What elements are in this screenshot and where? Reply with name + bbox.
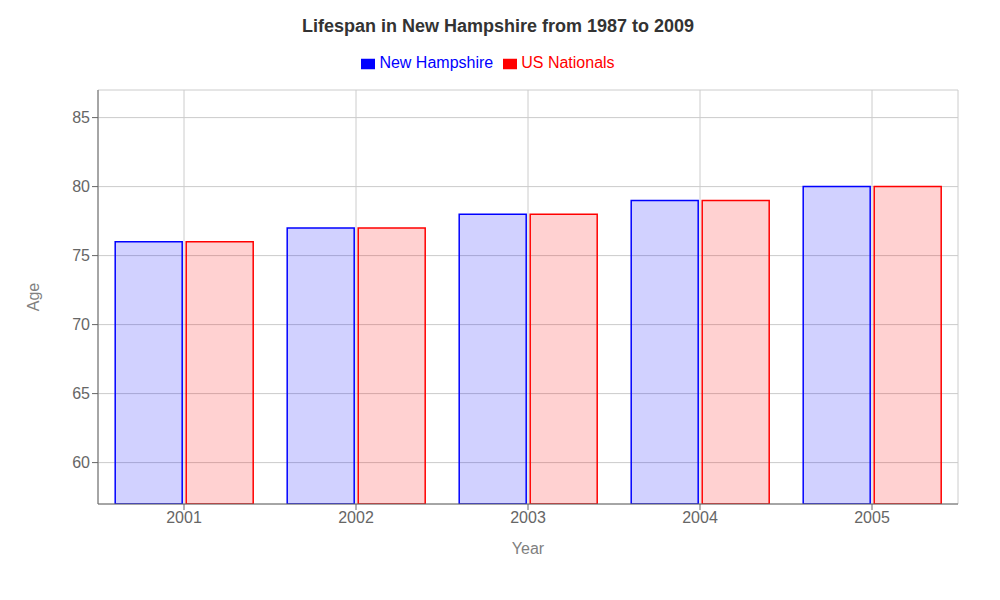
svg-text:2004: 2004 bbox=[682, 509, 718, 526]
html-text:New Hampshire: New Hampshire bbox=[379, 54, 494, 71]
svg-text:60: 60 bbox=[72, 454, 90, 471]
svg-text:85: 85 bbox=[72, 109, 90, 126]
svg-text:2005: 2005 bbox=[854, 509, 890, 526]
html-text:US Nationals: US Nationals bbox=[521, 54, 615, 71]
svg-text:Year: Year bbox=[512, 540, 545, 557]
svg-text:2002: 2002 bbox=[338, 509, 374, 526]
svg-text:Age: Age bbox=[25, 283, 42, 312]
svg-text:65: 65 bbox=[72, 385, 90, 402]
svg-text:80: 80 bbox=[72, 178, 90, 195]
svg-text:70: 70 bbox=[72, 316, 90, 333]
svg-text:2003: 2003 bbox=[510, 509, 546, 526]
svg-text:2001: 2001 bbox=[166, 509, 202, 526]
html-text:Lifespan in New Hampshire from: Lifespan in New Hampshire from 1987 to 2… bbox=[301, 16, 695, 36]
svg-text:75: 75 bbox=[72, 247, 90, 264]
